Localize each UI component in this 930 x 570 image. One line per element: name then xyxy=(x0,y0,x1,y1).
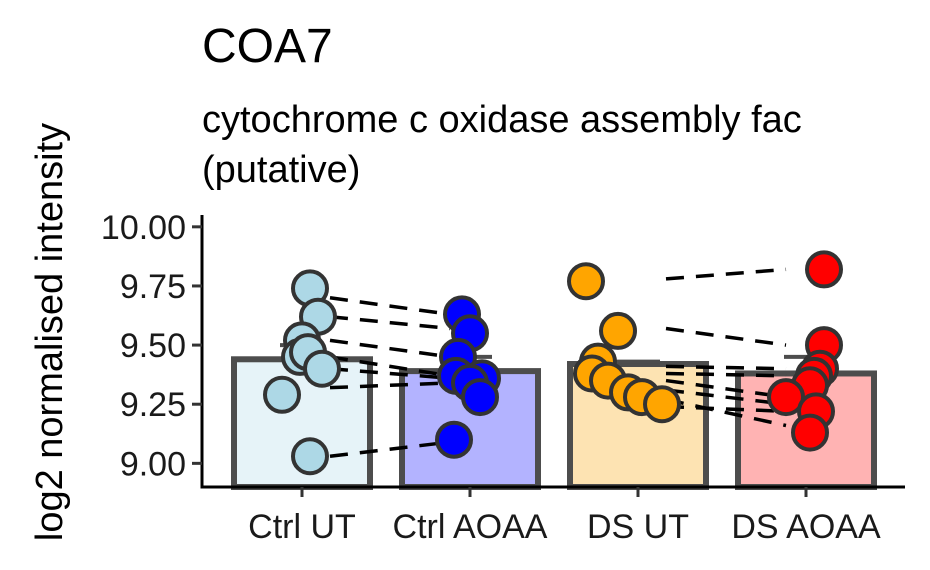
x-tick-label-2: Ctrl AOAA xyxy=(393,508,548,546)
point-4-1 xyxy=(805,250,843,289)
y-tick-label-2: 9.25 xyxy=(120,386,186,424)
point-3-2 xyxy=(599,311,637,350)
point-3-8 xyxy=(643,385,681,424)
pair-line-9 xyxy=(665,326,787,347)
pair-line-10 xyxy=(665,364,787,371)
chart-subtitle-line-2: (putative) xyxy=(202,149,360,191)
x-tick-label-1: Ctrl UT xyxy=(248,508,356,546)
pair-line-11 xyxy=(665,371,787,378)
y-axis-label: log2 normalised intensity xyxy=(29,123,71,541)
pair-line-8 xyxy=(665,267,787,281)
pair-line-12 xyxy=(665,378,787,399)
point-2-7 xyxy=(461,378,499,417)
point-3-1 xyxy=(567,262,605,301)
y-tick-label-5: 10.00 xyxy=(101,209,186,247)
chart-title: COA7 xyxy=(202,20,333,73)
pair-line-5 xyxy=(329,366,451,380)
y-tick-label-3: 9.50 xyxy=(120,327,186,365)
pair-line-15 xyxy=(665,404,787,414)
y-tick-label-4: 9.75 xyxy=(120,268,186,306)
pair-line-1 xyxy=(329,296,451,317)
pair-line-2 xyxy=(329,314,451,331)
x-tick-label-4: DS AOAA xyxy=(731,508,881,546)
point-4-6 xyxy=(767,378,805,417)
pair-line-6 xyxy=(329,381,451,390)
point-2-8 xyxy=(435,420,473,459)
point-1-7 xyxy=(263,375,301,414)
pair-line-4 xyxy=(329,355,451,378)
point-1-8 xyxy=(291,437,329,476)
pair-line-3 xyxy=(329,338,451,359)
y-tick-label-1: 9.00 xyxy=(120,445,186,483)
plot-area: 9.00 9.25 9.50 9.75 10.00 Ctrl UT Ctrl AOAA DS … xyxy=(101,209,905,546)
pair-line-13 xyxy=(665,388,787,406)
point-1-6 xyxy=(303,349,341,388)
pair-line-7 xyxy=(329,440,451,458)
pair-line-14 xyxy=(665,397,787,428)
chart-subtitle-line-1: cytochrome c oxidase assembly fac xyxy=(202,99,802,141)
point-4-8 xyxy=(791,413,829,452)
x-tick-label-3: DS UT xyxy=(587,508,689,546)
